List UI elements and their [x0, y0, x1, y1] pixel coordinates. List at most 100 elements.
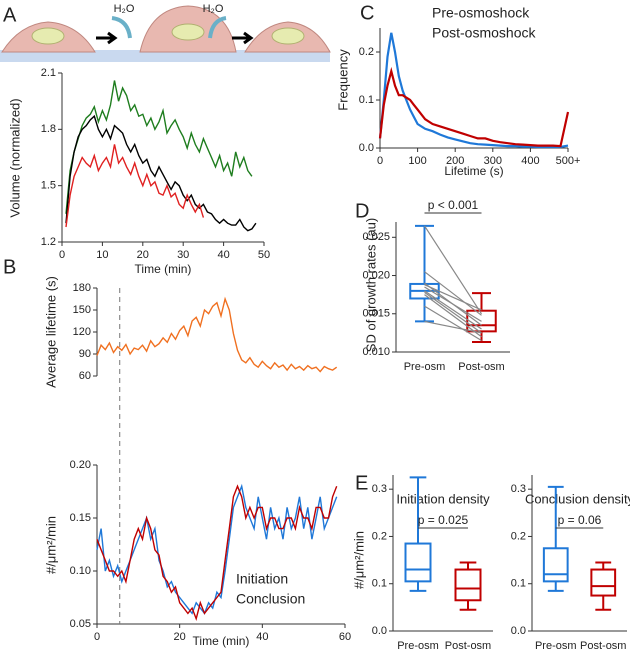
paired-line: [424, 294, 482, 338]
panel-letter: E: [355, 472, 368, 494]
series-line: [378, 66, 570, 148]
x-tick-label: 0: [377, 155, 383, 167]
box: [454, 568, 482, 602]
x-tick-label: 20: [137, 249, 149, 261]
y-tick-label: 0.10: [70, 565, 91, 577]
y-tick-label: 150: [73, 304, 91, 316]
y-tick-label: 0.2: [511, 530, 526, 542]
y-tick-label: 0.0: [359, 142, 374, 154]
nucleus: [31, 27, 65, 45]
nucleus: [271, 27, 305, 45]
y-tick-label: 180: [73, 282, 91, 294]
x-tick-label: 300: [484, 155, 502, 167]
legend-label: Initiation: [236, 571, 288, 587]
x-tick-label: 200: [446, 155, 464, 167]
y-axis-label: Volume (normalized): [7, 98, 22, 217]
y-tick-label: 1.2: [41, 236, 56, 248]
x-tick-label: Pre-osm: [397, 640, 439, 652]
water-label: H₂O: [203, 3, 224, 15]
substrate: [0, 50, 330, 62]
x-tick-label: 30: [177, 249, 189, 261]
significance-label: p = 0.06: [558, 513, 602, 527]
x-tick-label: 400: [521, 155, 539, 167]
arrow: [232, 31, 254, 45]
legend-label: Conclusion: [236, 591, 305, 607]
y-tick-label: 0.0: [372, 625, 387, 637]
y-axis-label: Frequency: [335, 49, 350, 111]
y-tick-label: 1.8: [41, 123, 56, 135]
box: [542, 547, 569, 583]
water-arrow: [208, 16, 227, 39]
x-tick-label: 40: [217, 249, 229, 261]
paired-line: [424, 305, 482, 342]
paired-line: [424, 286, 482, 322]
x-tick-label: 0: [94, 631, 100, 643]
paired-line: [424, 320, 482, 334]
y-tick-label: 120: [73, 326, 91, 338]
significance-label: p = 0.025: [418, 513, 469, 527]
box: [404, 542, 432, 583]
panel-letter: B: [3, 256, 16, 278]
paired-line: [424, 290, 482, 330]
y-tick-label: 0.3: [511, 483, 526, 495]
paired-line: [424, 284, 482, 311]
y-tick-label: 0.2: [372, 530, 387, 542]
series-line: [65, 144, 205, 228]
x-axis-label: Time (min): [193, 634, 250, 648]
significance-label: p < 0.001: [428, 198, 479, 212]
x-tick-label: Pre-osm: [535, 640, 577, 652]
water-arrow: [111, 16, 132, 39]
series-line: [65, 114, 257, 232]
panel-letter: A: [3, 4, 17, 26]
x-tick-label: 40: [256, 631, 268, 643]
paired-line: [424, 271, 482, 316]
x-tick-label: 50: [258, 249, 270, 261]
y-tick-label: 2.1: [41, 67, 56, 79]
y-tick-label: 0.15: [70, 512, 91, 524]
x-tick-label: 500+: [556, 155, 581, 167]
x-tick-label: 100: [408, 155, 426, 167]
y-tick-label: 0.20: [70, 459, 91, 471]
nucleus: [171, 23, 205, 41]
paired-line: [424, 291, 482, 334]
y-axis-label: Average lifetime (s): [43, 276, 58, 388]
y-tick-label: 0.1: [511, 578, 526, 590]
y-tick-label: 60: [79, 370, 91, 382]
box: [590, 568, 617, 597]
x-tick-label: 20: [174, 631, 186, 643]
x-tick-label: Post-osm: [445, 640, 491, 652]
legend-label: Post-osmoshock: [432, 25, 536, 41]
series-line: [96, 484, 338, 621]
x-tick-label: Post-osm: [580, 640, 626, 652]
x-tick-label: 0: [59, 249, 65, 261]
cell-diagram: H₂O H₂O: [0, 3, 331, 62]
legend-label: Pre-osmoshock: [432, 5, 530, 21]
paired-line: [423, 225, 483, 315]
x-tick-label: Post-osm: [458, 361, 504, 373]
y-tick-label: 0.0: [511, 625, 526, 637]
y-axis-label: SD of growth rates (au): [363, 218, 378, 352]
chart-title: Conclusion density: [525, 491, 630, 506]
y-tick-label: 0.010: [362, 346, 390, 358]
water-label: H₂O: [114, 3, 135, 15]
y-axis-label: #/μm²/min: [351, 531, 366, 589]
y-tick-label: 0.025: [362, 231, 390, 243]
x-tick-label: Pre-osm: [404, 361, 446, 373]
y-tick-label: 0.05: [70, 618, 91, 630]
y-tick-label: 0.2: [359, 46, 374, 58]
chart-title: Initiation density: [396, 491, 490, 506]
series-line: [96, 483, 338, 615]
y-tick-label: 0.020: [362, 269, 390, 281]
y-axis-label: #/μm²/min: [43, 516, 58, 574]
series-line: [65, 80, 253, 214]
x-axis-label: Time (min): [135, 262, 192, 276]
series-line: [378, 32, 569, 149]
y-tick-label: 0.1: [359, 94, 374, 106]
panel-letter: D: [355, 200, 369, 222]
y-tick-label: 0.3: [372, 483, 387, 495]
panel-letter: C: [360, 2, 374, 24]
x-tick-label: 60: [339, 631, 351, 643]
y-tick-label: 1.5: [41, 180, 56, 192]
series-line: [96, 296, 338, 373]
y-tick-label: 0.015: [362, 308, 390, 320]
